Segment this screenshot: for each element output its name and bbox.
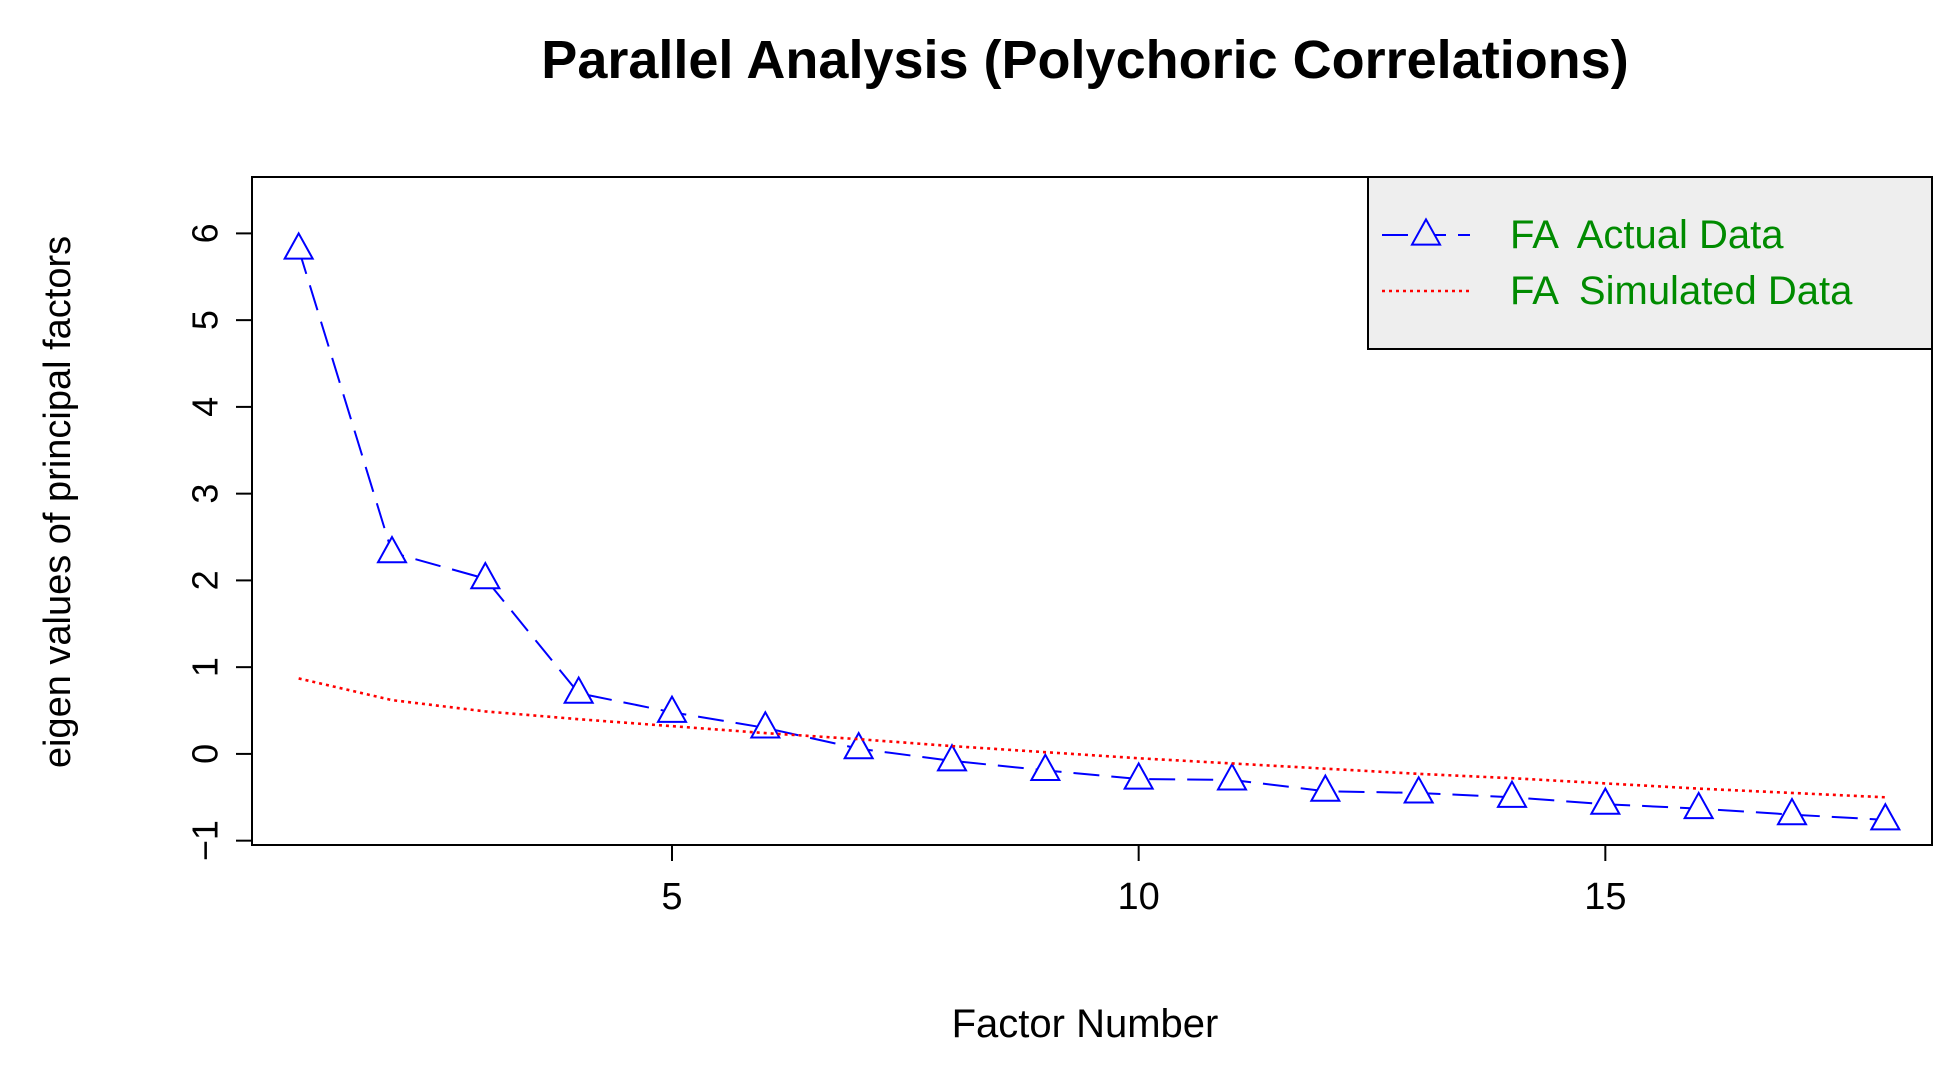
y-tick-label: 1 — [185, 657, 226, 677]
series-line — [298, 677, 1886, 799]
data-point — [1682, 790, 1715, 820]
data-point — [842, 731, 875, 760]
x-tick-label: 5 — [661, 876, 682, 918]
y-axis: −1 0 1 2 3 4 5 6 — [185, 223, 252, 861]
data-point — [1496, 779, 1528, 808]
y-tick-label: 0 — [185, 744, 226, 764]
legend: FA Actual Data FA Simulated Data — [1367, 176, 1933, 350]
data-point — [376, 534, 408, 564]
x-tick-label: 15 — [1584, 876, 1626, 918]
y-tick-label: 2 — [185, 570, 226, 590]
data-point — [1776, 796, 1808, 826]
plot-frame — [251, 176, 1933, 846]
x-axis: 5 10 15 — [661, 845, 1626, 918]
series-2 — [298, 677, 1886, 799]
data-point — [1216, 762, 1248, 791]
data-point — [1029, 752, 1062, 781]
data-point — [1122, 761, 1155, 790]
data-point — [1869, 802, 1902, 831]
x-axis-label: Factor Number — [952, 1002, 1219, 1046]
data-point — [562, 675, 595, 704]
legend-marker — [1410, 217, 1442, 246]
series-line — [297, 248, 1886, 821]
data-point — [1309, 773, 1342, 802]
legend-label: FA Simulated Data — [1510, 269, 1853, 313]
series-1 — [282, 231, 1902, 831]
x-tick-label: 10 — [1118, 876, 1160, 918]
data-point — [936, 743, 968, 772]
data-point — [656, 694, 688, 723]
y-axis-label: eigen values of principal factors — [37, 236, 79, 768]
y-tick-label: 3 — [185, 484, 226, 504]
series-layer — [282, 231, 1902, 831]
chart-title: Parallel Analysis (Polychoric Correlatio… — [541, 30, 1628, 90]
y-tick-label: 4 — [185, 397, 226, 417]
y-tick-label: 6 — [185, 223, 226, 243]
data-point — [282, 231, 315, 260]
data-point — [1589, 786, 1622, 815]
y-tick-label: −1 — [185, 820, 226, 861]
data-point — [469, 560, 502, 590]
data-point — [1402, 775, 1435, 804]
legend-label: FA Actual Data — [1510, 213, 1784, 257]
legend-items: FA Actual Data FA Simulated Data — [1382, 213, 1853, 313]
legend-box — [1367, 176, 1933, 350]
data-point — [749, 710, 782, 739]
y-tick-label: 5 — [185, 310, 226, 330]
